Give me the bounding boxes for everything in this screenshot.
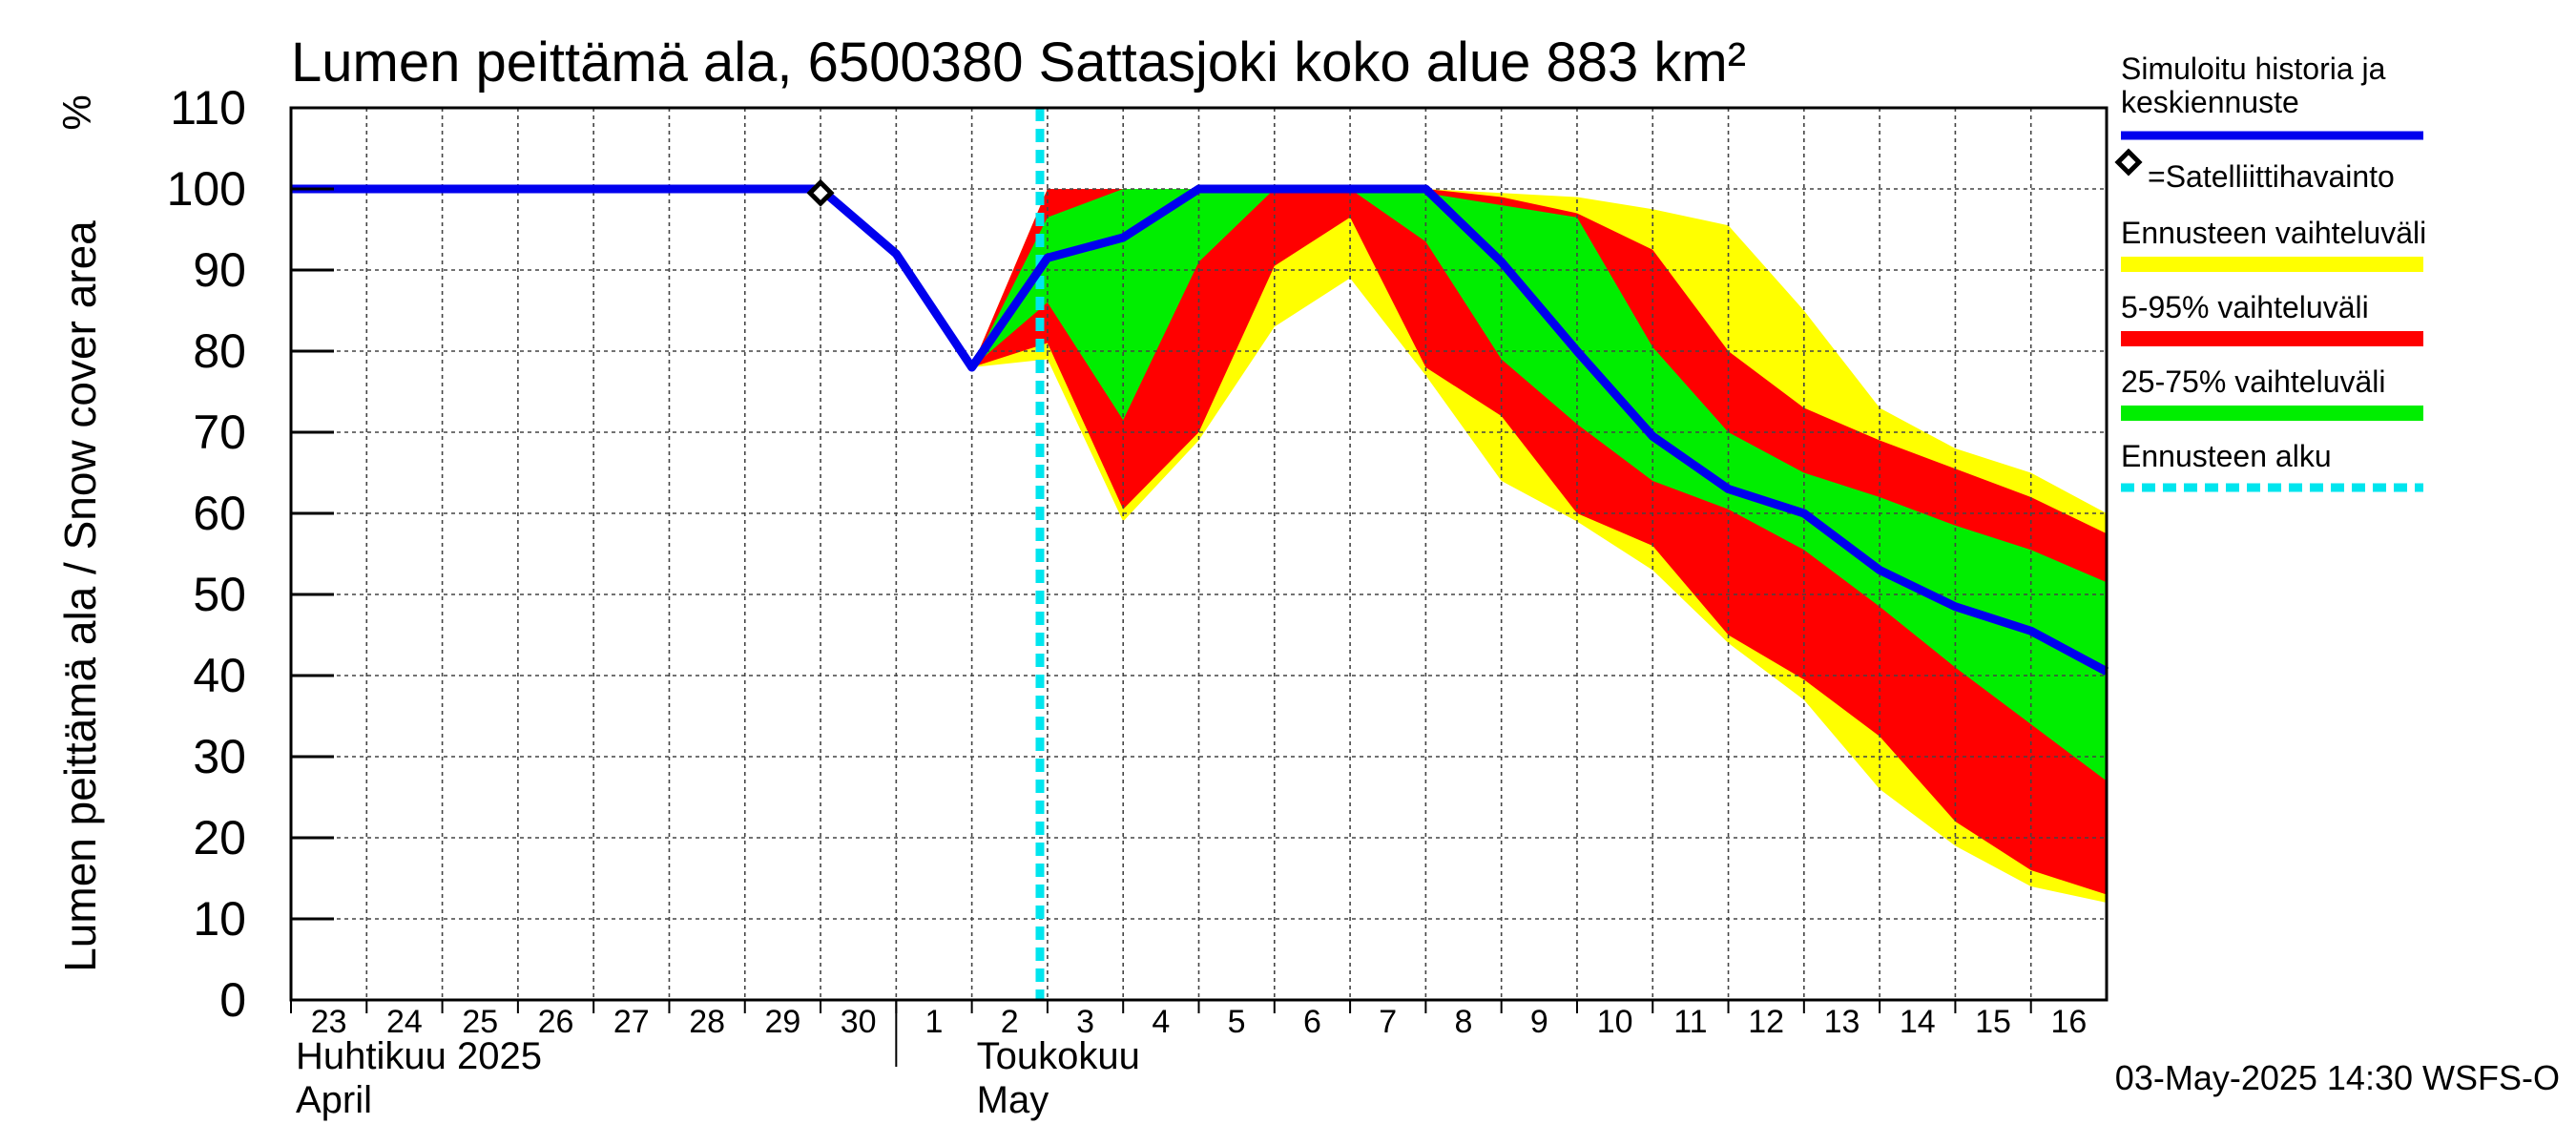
y-axis-ticks: 0 10 20 30 40 50 60 70 80 90 100 110 xyxy=(167,81,334,1027)
x-tick-label: 13 xyxy=(1824,1004,1860,1040)
median-line xyxy=(291,184,2109,676)
legend-label: keskiennuste xyxy=(2121,85,2299,119)
legend-symbol-band xyxy=(2121,406,2423,421)
y-tick-label: 30 xyxy=(193,730,246,783)
x-tick-label: 8 xyxy=(1455,1004,1473,1040)
x-tick-label: 27 xyxy=(613,1004,650,1040)
y-tick-label: 100 xyxy=(167,162,246,216)
month-label-en: May xyxy=(977,1079,1049,1121)
x-tick-label: 11 xyxy=(1673,1004,1707,1040)
y-axis-label: Lumen peittämä ala / Snow cover area xyxy=(55,220,105,972)
y-tick-label: 50 xyxy=(193,568,246,621)
grid-lines xyxy=(291,107,2107,1000)
y-tick-label: 40 xyxy=(193,649,246,702)
legend-label: 25-75% vaihteluväli xyxy=(2121,364,2386,399)
median-series xyxy=(291,184,2109,676)
x-tick-label: 2 xyxy=(1001,1004,1019,1040)
x-tick-label: 24 xyxy=(386,1004,423,1040)
x-tick-label: 15 xyxy=(1975,1004,2011,1040)
x-tick-label: 14 xyxy=(1900,1004,1936,1040)
y-tick-label: 20 xyxy=(193,811,246,864)
footer-timestamp: 03-May-2025 14:30 WSFS-O xyxy=(2115,1058,2560,1097)
satellite-observation-marker xyxy=(806,178,835,207)
x-tick-label: 12 xyxy=(1748,1004,1784,1040)
x-tick-label: 6 xyxy=(1303,1004,1321,1040)
legend-symbol-satellite xyxy=(2114,148,2143,177)
x-tick-label: 25 xyxy=(462,1004,498,1040)
x-tick-label: 3 xyxy=(1076,1004,1094,1040)
x-tick-label: 10 xyxy=(1597,1004,1633,1040)
x-axis-ticks: 23 24 25 26 27 28 29 30 1 2 3 4 5 6 7 8 9 10 11 12 13 14 15 16 xyxy=(290,1000,2087,1040)
y-tick-label: 10 xyxy=(193,892,246,946)
y-tick-label: 80 xyxy=(193,324,246,378)
legend-label: =Satelliittihavainto xyxy=(2148,159,2395,194)
x-tick-label: 23 xyxy=(311,1004,347,1040)
month-label-en: April xyxy=(296,1079,372,1121)
month-label-fi: Toukokuu xyxy=(977,1035,1140,1077)
legend-symbol-band xyxy=(2121,257,2423,272)
y-tick-label: 60 xyxy=(193,487,246,540)
y-axis-unit: % xyxy=(54,94,99,130)
x-tick-label: 26 xyxy=(538,1004,574,1040)
y-tick-label: 0 xyxy=(219,973,246,1027)
legend-symbol-band xyxy=(2121,331,2423,346)
x-tick-label: 16 xyxy=(2050,1004,2087,1040)
legend-label: Simuloitu historia ja xyxy=(2121,52,2386,86)
chart-title: Lumen peittämä ala, 6500380 Sattasjoki k… xyxy=(291,31,1746,94)
satellite-observations xyxy=(806,178,835,207)
band-range xyxy=(971,189,2107,903)
x-tick-label: 29 xyxy=(764,1004,800,1040)
x-tick-label: 1 xyxy=(925,1004,944,1040)
legend-label: Ennusteen vaihteluväli xyxy=(2121,216,2426,250)
x-tick-label: 7 xyxy=(1379,1004,1397,1040)
month-label-fi: Huhtikuu 2025 xyxy=(296,1035,542,1077)
x-tick-label: 5 xyxy=(1228,1004,1246,1040)
y-tick-label: 70 xyxy=(193,406,246,459)
y-tick-label: 90 xyxy=(193,243,246,297)
x-tick-label: 9 xyxy=(1530,1004,1548,1040)
x-tick-label: 4 xyxy=(1152,1004,1170,1040)
legend-label: 5-95% vaihteluväli xyxy=(2121,290,2369,324)
legend-label: Ennusteen alku xyxy=(2121,439,2332,473)
x-tick-label: 30 xyxy=(841,1004,877,1040)
y-tick-label: 110 xyxy=(170,81,246,135)
x-tick-label: 28 xyxy=(689,1004,725,1040)
